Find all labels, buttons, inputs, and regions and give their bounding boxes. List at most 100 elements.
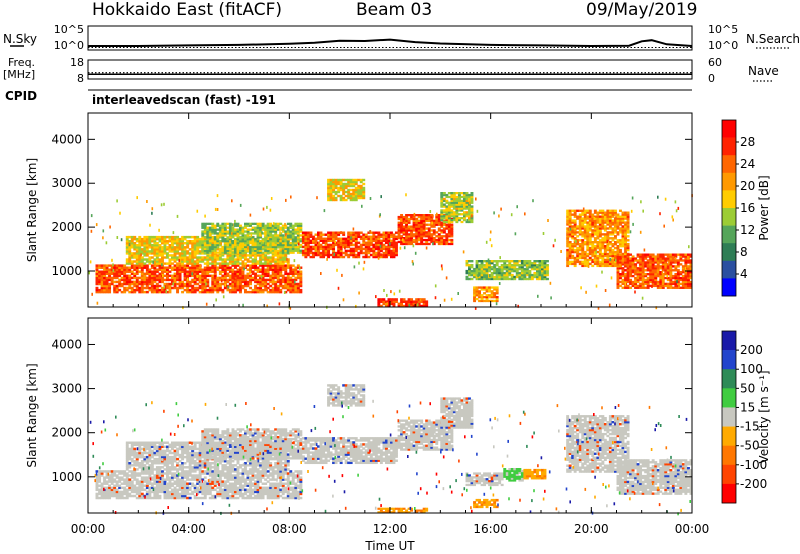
scatter-cell — [480, 286, 484, 289]
scatter-cell — [251, 272, 255, 276]
scatter-cell — [441, 267, 443, 271]
scatter-cell — [226, 232, 230, 235]
scatter-cell — [573, 260, 577, 264]
scatter-cell — [525, 267, 529, 271]
scatter-cell — [656, 261, 660, 264]
scatter-cell — [601, 225, 605, 228]
scatter-cell — [128, 256, 132, 259]
scatter-cell — [168, 270, 172, 273]
scatter-cell — [239, 284, 242, 288]
scatter-cell — [583, 243, 587, 246]
scatter-cell — [301, 237, 305, 241]
scatter-cell — [601, 260, 605, 264]
scatter-cell — [332, 255, 336, 259]
scatter-cell — [193, 268, 197, 271]
scatter-cell — [271, 278, 275, 282]
scatter-cell — [231, 236, 235, 239]
scatter-cell — [478, 286, 482, 289]
scatter-cell — [269, 208, 272, 212]
scatter-cell — [588, 252, 592, 256]
scatter-cell — [644, 286, 648, 289]
scatter-cell — [246, 282, 250, 286]
scatter-cell — [188, 260, 192, 263]
scatter-cell — [239, 203, 242, 207]
scatter-cell — [588, 246, 592, 250]
scatter-cell — [181, 240, 185, 243]
scatter-cell — [478, 266, 482, 269]
scatter-cell — [400, 240, 404, 244]
scatter-cell — [96, 301, 99, 305]
scatter-cell — [178, 282, 182, 286]
scatter-cell — [168, 262, 172, 265]
scatter-cell — [458, 207, 461, 210]
scatter-cell — [244, 235, 247, 239]
scatter-cell — [203, 280, 207, 284]
scatter-cell — [581, 233, 585, 236]
scatter-cell — [138, 270, 142, 273]
scatter-cell — [286, 241, 290, 245]
scatter-cell — [490, 273, 494, 277]
scatter-cell — [188, 242, 192, 245]
scatter-cell — [412, 262, 414, 266]
scatter-cell — [349, 188, 353, 192]
scatter-cell — [458, 213, 461, 216]
scatter-cell — [390, 251, 393, 255]
scatter-cell — [271, 249, 275, 252]
scatter-cell — [234, 228, 237, 231]
scatter-cell — [281, 243, 285, 247]
scatter-cell — [470, 192, 474, 195]
scatter-cell — [241, 270, 245, 273]
scatter-cell — [188, 280, 192, 284]
scatter-cell — [186, 282, 190, 286]
scatter-cell — [211, 276, 215, 280]
scatter-cell — [276, 242, 280, 245]
scatter-cell — [140, 272, 144, 276]
scatter-cell — [208, 240, 212, 243]
scatter-cell — [372, 235, 376, 239]
scatter-cell — [249, 245, 253, 249]
scatter-cell — [586, 246, 590, 250]
scatter-cell — [402, 233, 406, 236]
scatter-cell — [656, 280, 660, 284]
scatter-cell — [606, 246, 610, 250]
scatter-cell — [244, 240, 247, 243]
scatter-cell — [294, 270, 298, 273]
scatter-cell — [279, 278, 283, 282]
scatter-cell — [385, 304, 388, 308]
scatter-cell — [173, 240, 177, 243]
scatter-cell — [576, 209, 580, 212]
scatter-cell — [611, 245, 615, 248]
scatter-cell — [664, 253, 668, 256]
scatter-cell — [140, 266, 144, 269]
scatter-cell — [213, 272, 217, 276]
scatter-cell — [173, 246, 177, 249]
scatter-cell — [239, 282, 242, 286]
scatter-cell — [598, 223, 602, 226]
scatter-cell — [475, 294, 479, 297]
scatter-cell — [135, 256, 139, 259]
scatter-cell — [636, 280, 640, 284]
scatter-cell — [206, 270, 210, 273]
scatter-cell — [128, 235, 132, 239]
scatter-cell — [543, 273, 547, 277]
scatter-cell — [352, 247, 356, 251]
scatter-cell — [216, 266, 220, 269]
scatter-cell — [372, 233, 376, 236]
scatter-cell — [148, 278, 152, 282]
scatter-cell — [664, 271, 668, 274]
scatter-cell — [357, 241, 361, 245]
scatter-cell — [619, 221, 622, 224]
scatter-cell — [621, 243, 625, 246]
scatter-cell — [269, 288, 273, 292]
scatter-cell — [357, 255, 361, 259]
scatter-cell — [619, 263, 622, 266]
scatter-cell — [458, 195, 461, 199]
scatter-cell — [228, 290, 232, 294]
scatter-cell — [606, 237, 610, 240]
scatter-cell — [601, 252, 605, 256]
scatter-cell — [183, 278, 187, 282]
scatter-cell — [591, 215, 595, 218]
scatter-cell — [578, 213, 582, 216]
scatter-cell — [500, 260, 504, 263]
scatter-cell — [231, 228, 235, 231]
